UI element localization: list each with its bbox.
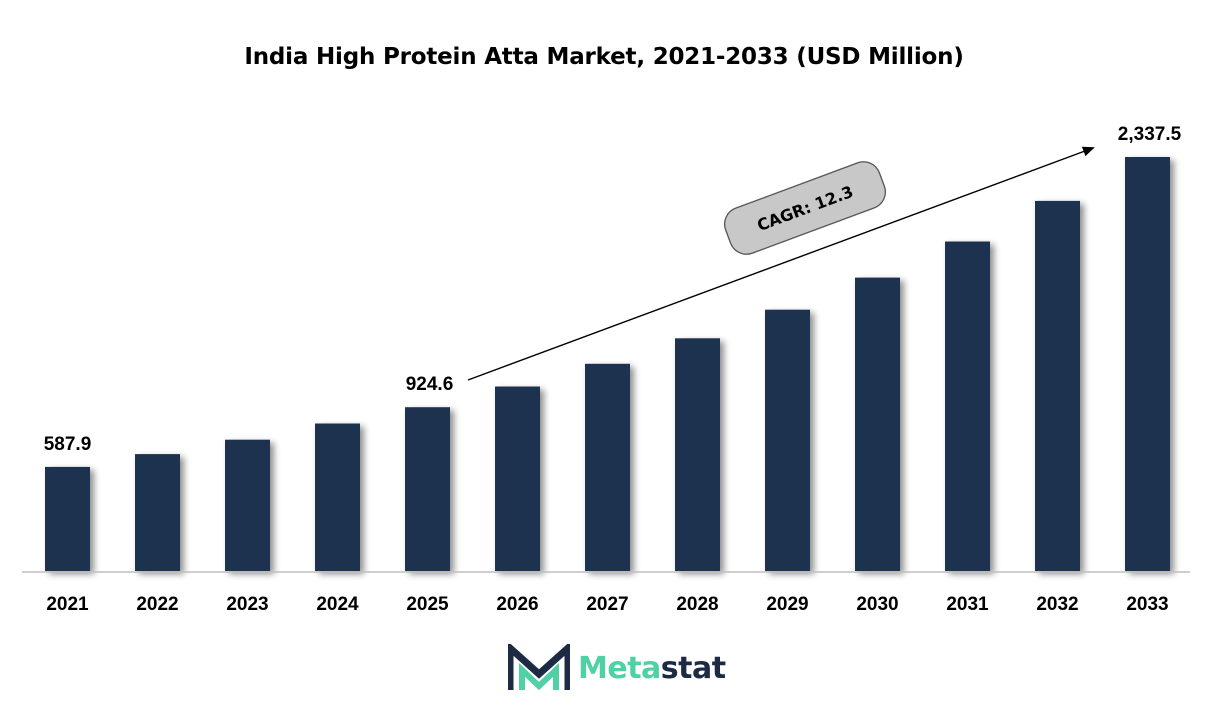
bar-2027 (585, 363, 630, 571)
cagr-badge: CAGR: 12.3 (723, 161, 887, 255)
x-tick-label-2026: 2026 (496, 594, 538, 615)
x-tick-label-2027: 2027 (586, 594, 628, 615)
x-tick-label-2022: 2022 (136, 594, 178, 615)
cagr-arrow (467, 146, 1095, 381)
bar-2022 (135, 454, 180, 571)
chart-title: India High Protein Atta Market, 2021-203… (244, 44, 964, 70)
bar-2024 (315, 423, 360, 571)
bar-2023 (225, 439, 270, 571)
bars (45, 157, 1170, 571)
x-tick-label-2028: 2028 (676, 594, 718, 615)
x-tick-label-2029: 2029 (766, 594, 808, 615)
bar-2029 (765, 309, 810, 571)
bar-2028 (675, 338, 720, 571)
bar-2025 (405, 407, 450, 571)
bar-2030 (855, 277, 900, 571)
bar-2032 (1035, 200, 1080, 571)
logo-text-meta: Meta (578, 650, 661, 686)
x-tick-label-2023: 2023 (226, 594, 268, 615)
data-label-2025: 924.6 (406, 374, 454, 395)
logo-text-stat: stat (660, 650, 726, 686)
x-tick-label-2030: 2030 (856, 594, 898, 615)
bar-2033 (1125, 157, 1170, 571)
metastat-logo: Metastat (508, 643, 726, 693)
bar-2026 (495, 386, 540, 571)
metastat-m-logo-icon (508, 644, 570, 691)
x-tick-label-2032: 2032 (1036, 594, 1078, 615)
x-tick-label-2033: 2033 (1126, 594, 1168, 615)
logo-wordmark: Metastat (578, 651, 726, 686)
x-tick-label-2031: 2031 (946, 594, 989, 615)
bar-chart: 2021 587.9 2022 2023 2024 2025 924.6 2026 2027 20… (22, 124, 1190, 615)
x-tick-label-2021: 2021 (46, 594, 89, 615)
data-label-2033: 2,337.5 (1118, 124, 1182, 145)
x-tick-label-2025: 2025 (406, 594, 449, 615)
x-tick-label-2024: 2024 (316, 594, 359, 615)
labels: 2021 587.9 2022 2023 2024 2025 924.6 2026 2027 20… (44, 124, 1182, 615)
bar-2021 (45, 466, 90, 571)
bar-2031 (945, 241, 990, 571)
data-label-2021: 587.9 (44, 434, 92, 455)
